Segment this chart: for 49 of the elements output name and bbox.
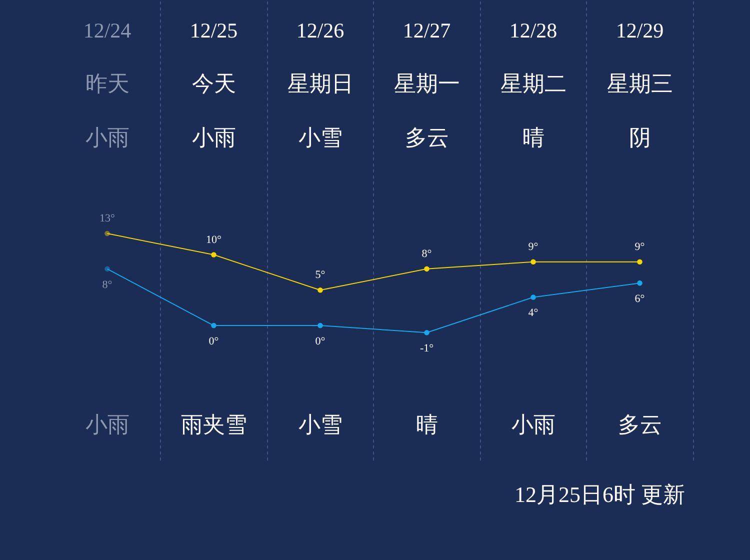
annotation: 今天 <box>192 71 236 96</box>
annotation: 多云 <box>404 125 449 150</box>
x-tick-label: 12/24 <box>83 18 132 42</box>
annotation: 小雪 <box>298 125 342 150</box>
data-label: 10° <box>206 234 222 246</box>
annotation: 小雨 <box>85 412 130 437</box>
annotation: 小雨 <box>192 125 236 150</box>
point <box>211 322 216 328</box>
data-label: 0° <box>315 336 326 348</box>
annotation: 小雪 <box>298 412 342 437</box>
point <box>530 259 536 264</box>
annotation: 雨夹雪 <box>180 412 247 437</box>
point <box>104 230 110 236</box>
data-label: -1° <box>420 342 434 355</box>
annotation: 星期日 <box>287 71 354 96</box>
data-label: 4° <box>528 307 538 320</box>
annotation: 昨天 <box>85 71 130 96</box>
point <box>211 252 216 258</box>
text: 12月25日6时 更新 <box>514 482 685 507</box>
annotation: 星期三 <box>606 71 673 96</box>
data-label: 13° <box>100 212 115 225</box>
point <box>424 330 430 336</box>
point <box>318 288 323 293</box>
x-tick-label: 12/27 <box>402 18 451 42</box>
x-tick-label: 12/25 <box>190 18 238 42</box>
annotation: 晴 <box>522 125 544 150</box>
data-label: 0° <box>208 336 219 348</box>
data-label: 9° <box>528 240 538 253</box>
data-label: 5° <box>315 269 326 282</box>
point <box>424 266 430 272</box>
point <box>637 280 642 286</box>
point <box>530 294 536 300</box>
annotation: 星期二 <box>500 71 566 96</box>
annotation: 阴 <box>628 125 651 150</box>
x-tick-label: 12/29 <box>616 18 664 42</box>
x-tick-label: 12/26 <box>296 18 344 42</box>
point <box>637 259 642 264</box>
annotation: 多云 <box>618 412 662 437</box>
data-label: 9° <box>634 240 645 253</box>
data-label: 8° <box>102 278 112 291</box>
data-label: 8° <box>422 248 432 260</box>
annotation: 星期一 <box>394 71 460 96</box>
point <box>318 322 323 328</box>
data-label: 6° <box>634 293 645 306</box>
annotation: 晴 <box>416 412 438 437</box>
annotation: 小雨 <box>511 412 556 437</box>
point <box>104 266 110 272</box>
annotation: 小雨 <box>85 125 130 150</box>
x-tick-label: 12/28 <box>509 18 558 42</box>
